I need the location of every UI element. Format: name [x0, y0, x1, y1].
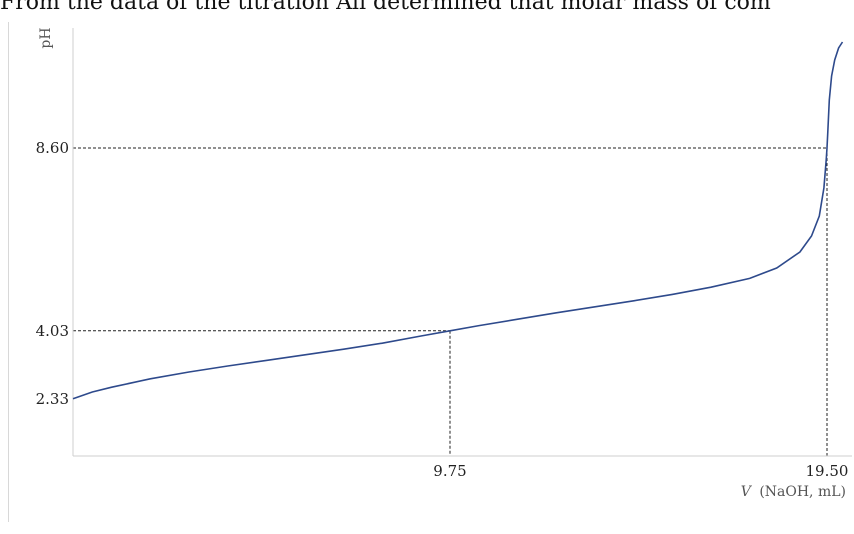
y-tick-label: 2.33	[36, 390, 69, 408]
x-tick-label: 9.75	[433, 462, 466, 480]
y-tick-label: 4.03	[36, 322, 69, 340]
reference-lines	[73, 147, 828, 456]
x-tick-labels: 9.75 19.50	[433, 462, 848, 480]
x-axis-label-unit: (NaOH, mL)	[759, 484, 846, 500]
x-axis-label-variable: V	[741, 484, 753, 500]
left-divider	[8, 22, 9, 522]
y-tick-labels: 2.33 4.03 8.60	[36, 139, 69, 408]
x-axis-label: V (NaOH, mL)	[741, 484, 846, 500]
axes	[72, 28, 852, 457]
y-axis-label: pH	[38, 27, 54, 48]
caption-text: From the data of the titration Ali deter…	[0, 0, 771, 15]
titration-curve	[72, 41, 844, 400]
y-tick-label: 8.60	[36, 139, 69, 157]
x-tick-label: 19.50	[806, 462, 849, 480]
